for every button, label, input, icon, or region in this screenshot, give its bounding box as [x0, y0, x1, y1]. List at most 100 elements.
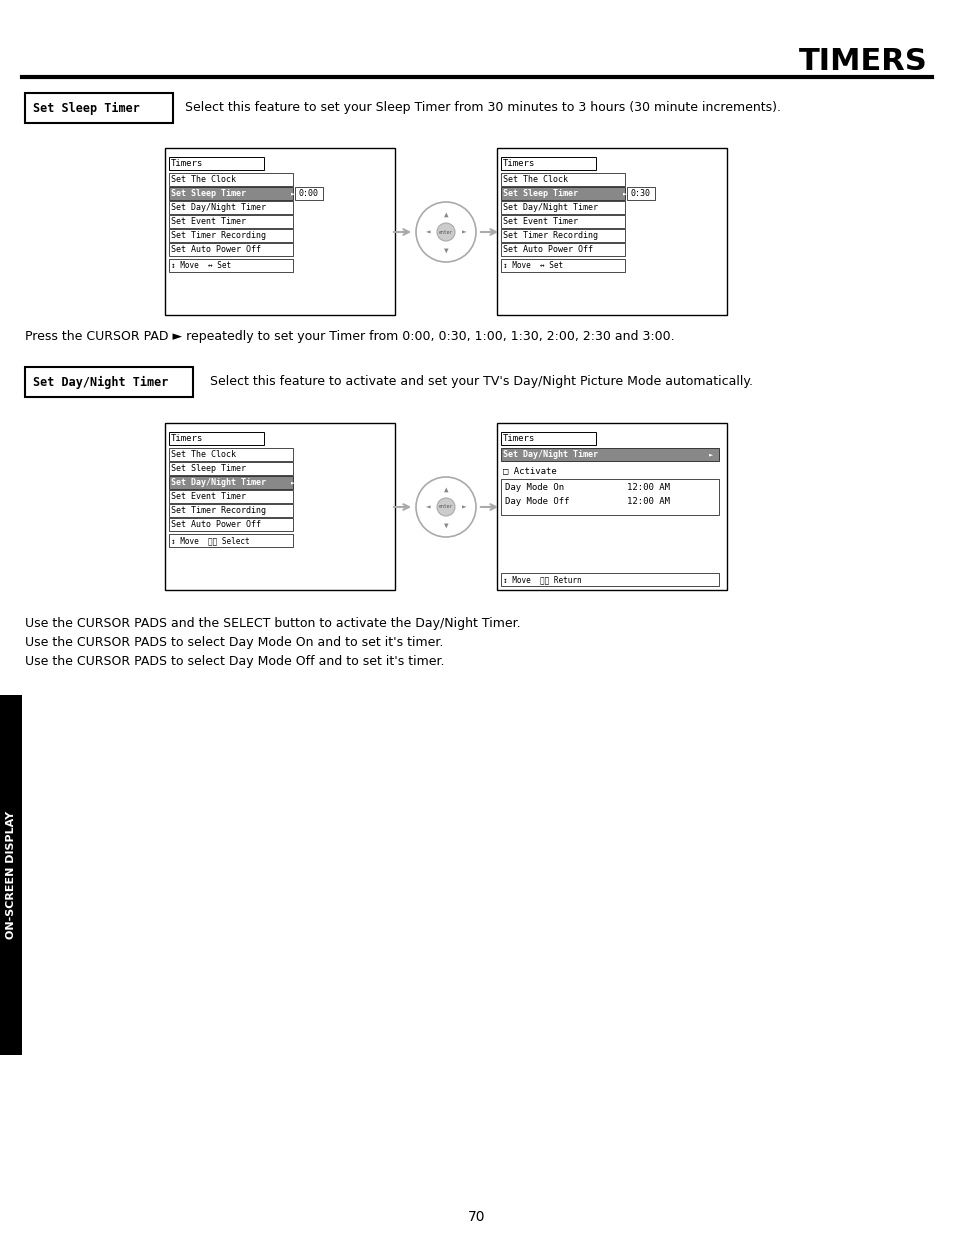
Text: Set Timer Recording: Set Timer Recording [171, 231, 266, 240]
Text: Use the CURSOR PADS and the SELECT button to activate the Day/Night Timer.: Use the CURSOR PADS and the SELECT butto… [25, 618, 520, 630]
Text: Set Sleep Timer: Set Sleep Timer [502, 189, 578, 198]
Text: 0:00: 0:00 [298, 189, 318, 198]
Text: Set Timer Recording: Set Timer Recording [502, 231, 598, 240]
Text: ↕ Move  ↔ Set: ↕ Move ↔ Set [502, 261, 562, 270]
Text: Set Sleep Timer: Set Sleep Timer [33, 101, 140, 115]
Text: ↕ Move  ⓈⓁ Select: ↕ Move ⓈⓁ Select [171, 536, 250, 545]
Bar [500, 479, 719, 515]
Text: Set Timer Recording: Set Timer Recording [171, 506, 266, 515]
Bar [500, 448, 719, 461]
Text: ►: ► [461, 503, 466, 511]
Text: Press the CURSOR PAD ► repeatedly to set your Timer from 0:00, 0:30, 1:00, 1:30,: Press the CURSOR PAD ► repeatedly to set… [25, 330, 674, 343]
Bar [626, 186, 655, 200]
Text: ▲: ▲ [443, 210, 448, 219]
Text: ►: ► [622, 190, 626, 196]
Bar [165, 424, 395, 590]
Text: Timers: Timers [502, 433, 535, 443]
Text: Day Mode On: Day Mode On [504, 483, 563, 493]
Bar [500, 259, 624, 272]
Bar [500, 201, 624, 214]
Bar [169, 186, 293, 200]
Bar [169, 490, 293, 503]
Text: ►: ► [291, 479, 294, 485]
Text: Set Day/Night Timer: Set Day/Night Timer [502, 450, 598, 459]
Text: ◄: ◄ [425, 503, 430, 511]
Bar [169, 504, 293, 517]
Circle shape [436, 224, 455, 241]
Text: 0:30: 0:30 [630, 189, 650, 198]
Text: ►: ► [291, 190, 294, 196]
Bar [169, 201, 293, 214]
Bar [169, 243, 293, 256]
Text: ↕ Move  ⓈⓁ Return: ↕ Move ⓈⓁ Return [502, 576, 581, 584]
Text: Select this feature to activate and set your TV's Day/Night Picture Mode automat: Select this feature to activate and set … [210, 375, 752, 389]
Text: ON-SCREEN DISPLAY: ON-SCREEN DISPLAY [6, 811, 16, 939]
Text: Use the CURSOR PADS to select Day Mode Off and to set it's timer.: Use the CURSOR PADS to select Day Mode O… [25, 655, 444, 668]
Text: TIMERS: TIMERS [799, 47, 927, 77]
Text: Select this feature to set your Sleep Timer from 30 minutes to 3 hours (30 minut: Select this feature to set your Sleep Ti… [185, 101, 781, 115]
Bar [25, 367, 193, 396]
Text: Set Event Timer: Set Event Timer [171, 217, 246, 226]
Bar [165, 148, 395, 315]
Bar [500, 573, 719, 585]
Bar [169, 475, 293, 489]
Text: Set Day/Night Timer: Set Day/Night Timer [33, 375, 168, 389]
Bar [169, 157, 264, 170]
Text: 12:00 AM: 12:00 AM [626, 498, 669, 506]
Bar [497, 148, 726, 315]
Text: 12:00 AM: 12:00 AM [626, 483, 669, 493]
Text: ◄: ◄ [425, 227, 430, 236]
Text: Set Event Timer: Set Event Timer [502, 217, 578, 226]
Text: Timers: Timers [171, 159, 203, 168]
Bar [294, 186, 323, 200]
Text: Set Day/Night Timer: Set Day/Night Timer [171, 478, 266, 487]
Text: Set Event Timer: Set Event Timer [171, 492, 246, 501]
Bar [169, 215, 293, 228]
Text: enter: enter [438, 505, 453, 510]
Text: Timers: Timers [171, 433, 203, 443]
Text: ▲: ▲ [443, 484, 448, 494]
Text: Day Mode Off: Day Mode Off [504, 498, 569, 506]
Text: Set Auto Power Off: Set Auto Power Off [171, 245, 261, 254]
Circle shape [416, 477, 476, 537]
Text: ►: ► [461, 227, 466, 236]
Bar [500, 173, 624, 186]
Text: Timers: Timers [502, 159, 535, 168]
Text: Use the CURSOR PADS to select Day Mode On and to set it's timer.: Use the CURSOR PADS to select Day Mode O… [25, 636, 443, 650]
Bar [169, 173, 293, 186]
Bar [500, 215, 624, 228]
Bar [169, 228, 293, 242]
Text: Set Day/Night Timer: Set Day/Night Timer [502, 203, 598, 212]
Bar [25, 93, 172, 124]
Text: enter: enter [438, 230, 453, 235]
Bar [169, 517, 293, 531]
Text: Set Sleep Timer: Set Sleep Timer [171, 189, 246, 198]
Bar [169, 259, 293, 272]
Bar [497, 424, 726, 590]
Bar [500, 157, 596, 170]
Bar [169, 534, 293, 547]
Text: ►: ► [708, 452, 713, 457]
Text: Set Day/Night Timer: Set Day/Night Timer [171, 203, 266, 212]
Text: □ Activate: □ Activate [502, 466, 557, 475]
Circle shape [416, 203, 476, 262]
Text: Set The Clock: Set The Clock [171, 450, 235, 459]
Text: Set The Clock: Set The Clock [502, 175, 567, 184]
Text: ↕ Move  ↔ Set: ↕ Move ↔ Set [171, 261, 231, 270]
Bar [500, 432, 596, 445]
Text: ▼: ▼ [443, 520, 448, 530]
Text: Set Auto Power Off: Set Auto Power Off [171, 520, 261, 529]
Bar [0, 695, 22, 1055]
Bar [169, 448, 293, 461]
Bar [500, 186, 624, 200]
Text: 70: 70 [468, 1210, 485, 1224]
Text: Set Sleep Timer: Set Sleep Timer [171, 464, 246, 473]
Bar [169, 432, 264, 445]
Bar [169, 462, 293, 475]
Bar [500, 243, 624, 256]
Text: Set Auto Power Off: Set Auto Power Off [502, 245, 593, 254]
Text: Set The Clock: Set The Clock [171, 175, 235, 184]
Bar [500, 228, 624, 242]
Circle shape [436, 498, 455, 516]
Text: ▼: ▼ [443, 246, 448, 254]
